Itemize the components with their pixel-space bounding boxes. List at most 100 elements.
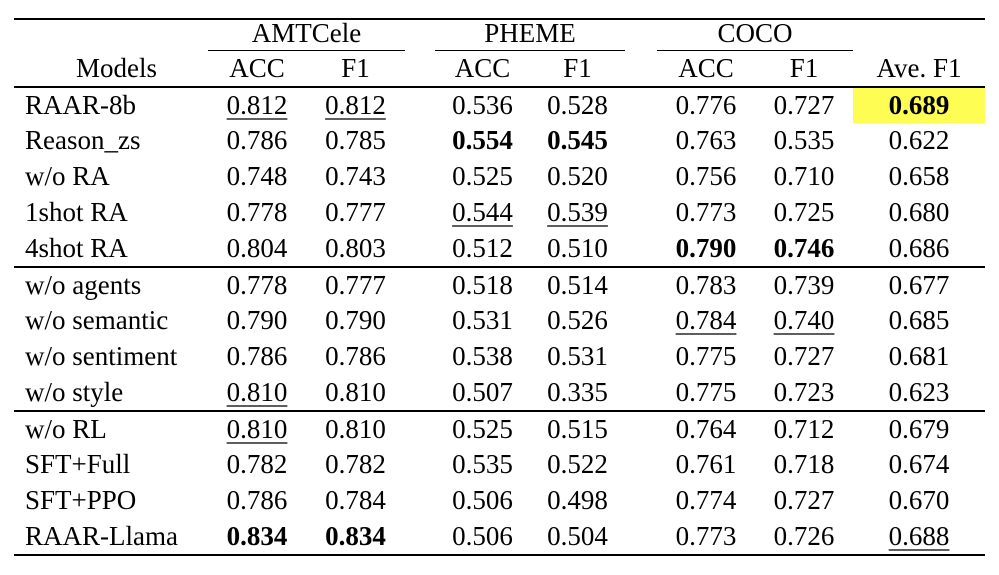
metric-cell: 0.784 (325, 485, 386, 515)
corner-cell (853, 19, 985, 51)
metric-cell: 0.810 (226, 376, 288, 407)
metric-cell: 0.506 (452, 520, 513, 551)
ave-f1-cell: 0.679 (853, 409, 986, 447)
metric-cell: 0.535 (773, 125, 835, 155)
metric-cell: 0.786 (226, 125, 288, 155)
metric-cell: 0.812 (226, 89, 288, 120)
model-name: RAAR-8b (25, 89, 137, 120)
metric-cell: 0.775 (675, 376, 737, 407)
metric-cell: 0.773 (675, 520, 737, 551)
metric-cell: 0.498 (547, 485, 608, 515)
ave-f1-cell: 0.681 (888, 341, 950, 371)
column-gap (405, 483, 435, 519)
metric-cell: 0.834 (325, 520, 386, 551)
metric-cell: 0.783 (657, 265, 756, 303)
metric-cell: 0.538 (452, 341, 513, 371)
column-gap (625, 50, 658, 88)
ave-f1-cell: 0.688 (888, 520, 950, 551)
ave-f1-cell: 0.658 (888, 161, 950, 191)
model-name: Reason_zs (25, 125, 141, 155)
metric-cell: 0.727 (773, 89, 835, 120)
table-row: 4shot RA 0.804 0.803 0.512 0.510 0.790 0.746 0.… (14, 231, 985, 267)
metric-cell: 0.812 (325, 89, 386, 120)
metric-cell: 0.506 (452, 485, 513, 515)
metric-cell: 0.514 (530, 265, 626, 303)
metric-cell: 0.756 (675, 161, 737, 191)
metric-cell: 0.790 (675, 232, 737, 263)
column-header-row: Models ACC F1 ACC F1 ACC F1 Ave. F1 (14, 50, 986, 88)
metric-cell: 0.786 (226, 485, 288, 515)
metric-cell: 0.804 (226, 232, 288, 263)
model-name: SFT+PPO (25, 485, 137, 515)
model-name: w/o semantic (25, 305, 169, 335)
column-gap (405, 19, 435, 51)
metric-cell: 0.526 (547, 305, 608, 335)
ave-f1-cell: 0.689 (853, 86, 986, 123)
group-header-coco: COCO (657, 19, 854, 51)
results-table: AMTCele PHEME COCO Models ACC F1 ACC F1 … (14, 18, 986, 556)
metric-cell: 0.525 (435, 409, 531, 447)
group-header-amtcele: AMTCele (208, 19, 406, 51)
metric-cell: 0.782 (226, 449, 288, 479)
metric-cell: 0.774 (675, 485, 737, 515)
column-gap (405, 409, 436, 447)
metric-cell: 0.786 (226, 341, 288, 371)
metric-cell: 0.777 (306, 265, 406, 303)
metric-cell: 0.777 (325, 197, 386, 227)
column-gap (625, 231, 657, 267)
metric-cell: 0.786 (325, 341, 386, 371)
model-name: 4shot RA (25, 232, 128, 263)
table-row: w/o style 0.810 0.810 0.507 0.335 0.775 0.723 0… (14, 375, 985, 411)
col-header-coco-f1: F1 (755, 50, 854, 88)
metric-cell: 0.528 (547, 89, 608, 120)
column-gap (405, 265, 436, 303)
metric-cell: 0.803 (325, 232, 386, 263)
metric-cell: 0.504 (547, 520, 608, 551)
metric-cell: 0.785 (325, 125, 386, 155)
ave-f1-cell: 0.680 (888, 197, 950, 227)
metric-cell: 0.834 (226, 520, 288, 551)
metric-cell: 0.810 (325, 376, 386, 407)
metric-cell: 0.727 (773, 485, 835, 515)
table-row: w/o agents 0.778 0.777 0.518 0.514 0.783 0.739… (14, 265, 986, 303)
column-gap (405, 50, 436, 88)
model-name: w/o style (25, 376, 124, 407)
model-name: w/o sentiment (25, 341, 178, 371)
metric-cell: 0.522 (547, 449, 608, 479)
metric-cell: 0.739 (755, 265, 854, 303)
metric-cell: 0.776 (675, 89, 737, 120)
column-gap (405, 159, 435, 195)
metric-cell: 0.790 (325, 305, 386, 335)
metric-cell: 0.539 (547, 197, 608, 227)
table-row: w/o sentiment 0.786 0.786 0.538 0.531 0.775 0.… (14, 339, 985, 375)
column-gap (405, 339, 435, 375)
column-gap (625, 339, 657, 375)
ave-f1-cell: 0.674 (888, 449, 950, 479)
table-section-agent-ablation: w/o agents 0.778 0.777 0.518 0.514 0.783 0.739… (14, 265, 986, 411)
metric-cell: 0.525 (452, 161, 513, 191)
column-gap (625, 159, 657, 195)
metric-cell: 0.743 (325, 161, 386, 191)
corner-cell (14, 19, 208, 51)
table-section-main-models: RAAR-8b 0.812 0.812 0.536 0.528 0.776 0.727 0.6… (14, 86, 986, 267)
model-name: 1shot RA (25, 197, 128, 227)
column-gap (405, 195, 435, 231)
metric-cell: 0.748 (226, 161, 288, 191)
ave-f1-cell: 0.670 (888, 485, 950, 515)
metric-cell: 0.515 (530, 409, 626, 447)
column-gap (625, 519, 657, 555)
table-row: RAAR-Llama 0.834 0.834 0.506 0.504 0.773 0.726… (14, 519, 985, 555)
column-gap (405, 519, 435, 555)
column-gap (625, 409, 658, 447)
col-header-pheme-f1: F1 (530, 50, 626, 88)
metric-cell: 0.764 (657, 409, 756, 447)
column-gap (405, 123, 435, 159)
table-row: w/o semantic 0.790 0.790 0.531 0.526 0.784 0.7… (14, 303, 985, 339)
column-gap (405, 375, 435, 411)
metric-cell: 0.746 (773, 232, 835, 263)
metric-cell: 0.810 (208, 409, 306, 447)
metric-cell: 0.723 (773, 376, 835, 407)
column-gap (625, 375, 657, 411)
ave-f1-cell: 0.622 (888, 125, 950, 155)
metric-cell: 0.520 (547, 161, 608, 191)
